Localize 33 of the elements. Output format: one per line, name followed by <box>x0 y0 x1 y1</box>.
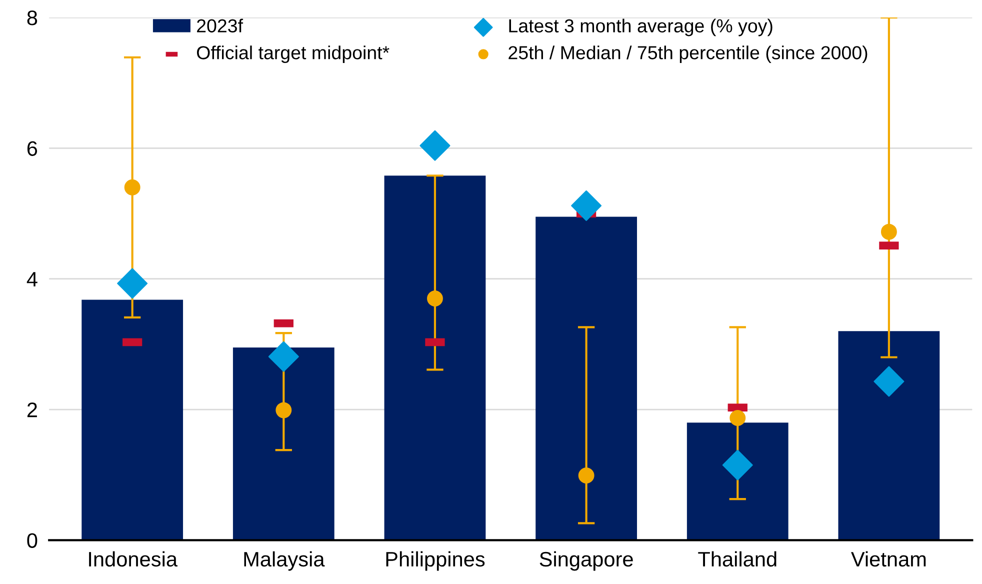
point <box>578 468 594 484</box>
bar <box>384 176 486 540</box>
point <box>730 410 746 426</box>
y-tick-label: 4 <box>26 272 38 286</box>
legend-label: Official target midpoint* <box>196 46 390 64</box>
x-tick-label: Malaysia <box>244 551 325 571</box>
x-tick-label: Vietnam <box>851 551 926 567</box>
y-tick-label: 0 <box>27 533 38 548</box>
legend-label: 2023f <box>197 18 244 32</box>
x-tick-label: Thailand <box>698 551 776 567</box>
bar <box>536 216 637 540</box>
bar <box>838 331 940 540</box>
point <box>874 366 904 397</box>
y-tick-label: 6 <box>27 141 38 156</box>
y-tick-label: 2 <box>27 402 37 418</box>
bar <box>232 347 334 540</box>
point <box>420 130 450 161</box>
point <box>722 450 753 480</box>
point <box>117 268 148 299</box>
legend-label: 25th / Median / 75th percentile (since 2000) <box>508 46 868 64</box>
bar <box>82 300 184 540</box>
x-tick-label: Singapore <box>540 551 633 571</box>
point <box>880 224 897 240</box>
y-tick-label: 8 <box>27 10 38 26</box>
point <box>268 341 299 372</box>
point <box>571 190 602 221</box>
x-tick-label: Indonesia <box>89 551 178 567</box>
point <box>124 179 140 196</box>
point <box>276 402 292 418</box>
x-tick-label: Philippines <box>386 551 485 571</box>
point <box>427 290 443 306</box>
legend-label: Latest 3 month average (% yoy) <box>509 18 772 36</box>
bar <box>686 422 788 540</box>
